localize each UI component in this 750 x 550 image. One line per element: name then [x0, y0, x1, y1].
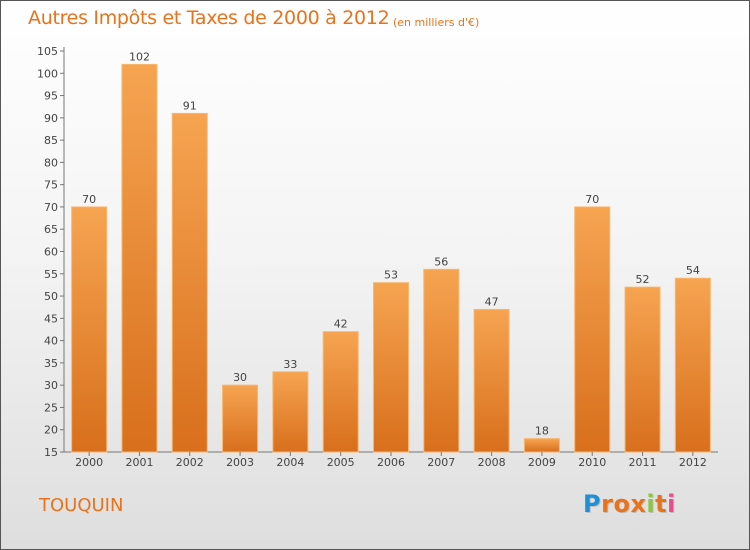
x-tick-label: 2006	[377, 456, 405, 469]
y-tick-label: 80	[44, 156, 58, 169]
data-label: 33	[283, 358, 297, 371]
commune-name: TOUQUIN	[39, 495, 124, 516]
y-tick-label: 95	[44, 90, 58, 103]
bar	[473, 308, 510, 453]
bar	[574, 206, 611, 453]
bar	[624, 286, 661, 453]
bar	[322, 331, 359, 453]
y-tick-label: 70	[44, 201, 58, 214]
x-tick-label: 2005	[327, 456, 355, 469]
data-label: 70	[585, 193, 599, 206]
y-tick-label: 15	[44, 446, 58, 459]
y-tick-label: 45	[44, 312, 58, 325]
data-label: 102	[129, 50, 150, 63]
y-tick-label: 20	[44, 424, 58, 437]
logo-letter: t	[655, 490, 668, 518]
x-tick-label: 2012	[679, 456, 707, 469]
logo-letter: i	[667, 490, 676, 518]
x-tick-label: 2010	[578, 456, 606, 469]
logo-letter: x	[630, 490, 647, 518]
chart-subtitle: (en milliers d'€)	[393, 16, 480, 29]
data-label: 42	[334, 318, 348, 331]
bar	[222, 384, 259, 453]
bar	[171, 112, 208, 453]
bar	[523, 438, 560, 453]
bar	[423, 268, 460, 453]
bar	[121, 63, 158, 453]
y-tick-label: 60	[44, 246, 58, 259]
y-tick-label: 30	[44, 379, 58, 392]
bar	[71, 206, 108, 453]
data-label: 18	[535, 425, 549, 438]
bar	[674, 277, 711, 453]
y-tick-label: 75	[44, 179, 58, 192]
y-tick-label: 65	[44, 223, 58, 236]
chart-title: Autres Impôts et Taxes de 2000 à 2012	[28, 7, 390, 29]
data-label: 56	[434, 255, 448, 268]
y-tick-label: 85	[44, 134, 58, 147]
bar	[272, 371, 309, 453]
x-tick-label: 2009	[528, 456, 556, 469]
logo-letter: P	[583, 490, 602, 518]
y-tick-label: 55	[44, 268, 58, 281]
proxiti-logo[interactable]: Proxiti	[583, 490, 676, 518]
x-tick-label: 2002	[176, 456, 204, 469]
x-tick-label: 2003	[226, 456, 254, 469]
y-tick-label: 40	[44, 335, 58, 348]
y-tick-label: 90	[44, 112, 58, 125]
x-tick-label: 2007	[427, 456, 455, 469]
y-tick-label: 105	[37, 45, 58, 58]
data-label: 91	[183, 99, 197, 112]
x-tick-label: 2011	[629, 456, 657, 469]
bar	[373, 282, 409, 453]
data-label: 52	[636, 273, 650, 286]
y-tick-label: 50	[44, 290, 58, 303]
data-label: 54	[686, 264, 700, 277]
x-tick-label: 2004	[276, 456, 304, 469]
x-tick-label: 2000	[75, 456, 103, 469]
y-tick-label: 100	[37, 67, 58, 80]
x-tick-label: 2008	[478, 456, 506, 469]
y-tick-label: 35	[44, 357, 58, 370]
logo-letter: r	[601, 490, 614, 518]
data-label: 70	[82, 193, 96, 206]
data-label: 53	[384, 269, 398, 282]
data-label: 47	[485, 295, 499, 308]
logo-letter: o	[613, 490, 631, 518]
data-label: 30	[233, 371, 247, 384]
x-tick-label: 2001	[125, 456, 153, 469]
logo-letter: i	[646, 490, 656, 518]
y-tick-label: 25	[44, 401, 58, 414]
